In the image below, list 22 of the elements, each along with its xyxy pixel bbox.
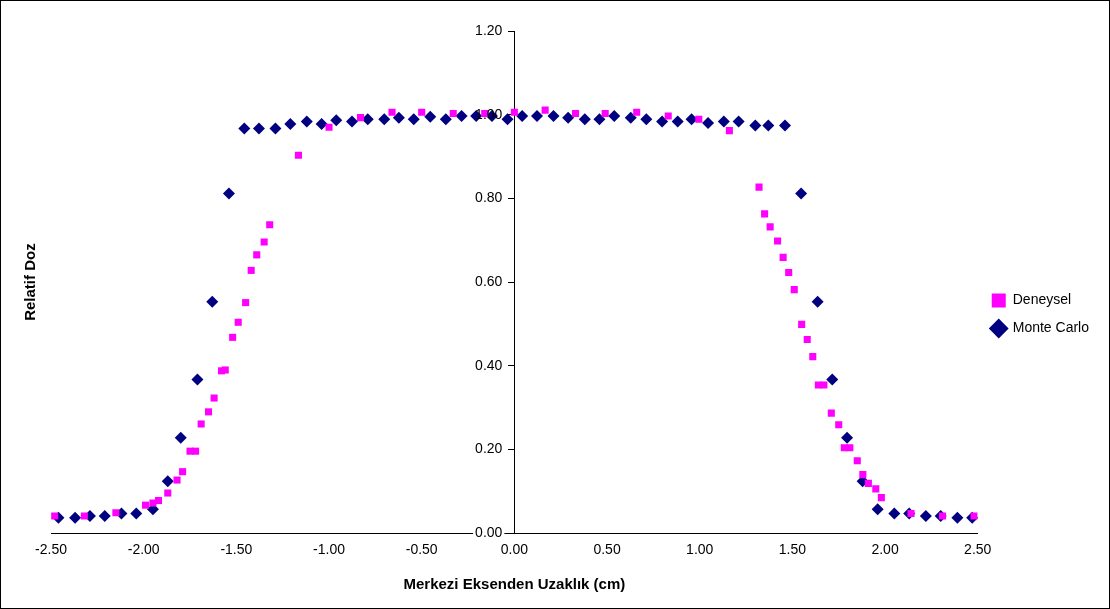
y-tick-label: 0.20 bbox=[475, 440, 503, 457]
legend-label: Monte Carlo bbox=[1012, 319, 1090, 336]
x-tick-label: 0.50 bbox=[593, 541, 621, 558]
y-tick-label: 1.20 bbox=[475, 21, 503, 38]
x-tick-label: 1.00 bbox=[686, 541, 714, 558]
y-axis-title: Relatif Doz bbox=[21, 243, 39, 321]
x-tick-label: -0.50 bbox=[405, 541, 438, 558]
y-tick-label: 0.40 bbox=[475, 356, 503, 373]
y-tick-label: 0.60 bbox=[475, 272, 503, 289]
x-tick-label: -2.00 bbox=[127, 541, 160, 558]
y-tick-label: 1.00 bbox=[475, 105, 503, 122]
x-tick-label: 2.50 bbox=[964, 541, 992, 558]
y-tick-label: 0.80 bbox=[475, 189, 503, 206]
x-tick-label: -1.50 bbox=[220, 541, 253, 558]
y-tick-label: 0.00 bbox=[475, 524, 503, 541]
x-tick-label: 2.00 bbox=[871, 541, 899, 558]
x-tick-label: -1.00 bbox=[313, 541, 346, 558]
x-tick-label: -2.50 bbox=[35, 541, 68, 558]
x-tick-label: 1.50 bbox=[778, 541, 807, 558]
legend-label: Deneysel bbox=[1012, 291, 1072, 308]
x-axis-title: Merkezi Eksenden Uzaklık (cm) bbox=[403, 575, 626, 593]
x-tick-label: 0.00 bbox=[500, 541, 529, 558]
